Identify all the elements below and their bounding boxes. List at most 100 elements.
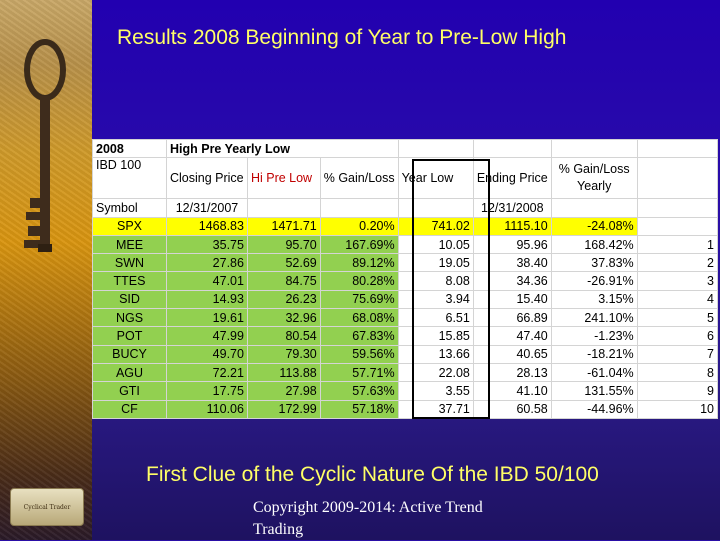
rank-cell: 4: [636, 289, 719, 310]
ending-price-cell: 1115.10: [472, 216, 552, 236]
hi-pre-low-cell: 27.98: [246, 381, 321, 401]
yearly-gain-cell: -44.96%: [550, 399, 638, 419]
ending-price-cell: 95.96: [472, 234, 552, 255]
table-row: POT 47.99 80.54 67.83% 15.85 47.40 -1.23% 6: [92, 326, 719, 346]
yearly-gain-cell: 241.10%: [550, 308, 638, 328]
hi-pre-low-cell: 1471.71: [246, 216, 321, 236]
year-low-cell: 6.51: [397, 308, 474, 328]
symbol-cell: BUCY: [92, 344, 167, 364]
empty-cell: [319, 198, 399, 218]
symbol-cell: CF: [92, 399, 167, 419]
empty-cell: [636, 198, 719, 218]
ending-price-cell: 66.89: [472, 308, 552, 328]
closing-price-cell: 1468.83: [165, 216, 248, 236]
closing-price-cell: 72.21: [165, 362, 248, 383]
ending-price-cell: 40.65: [472, 344, 552, 364]
year-low-cell: 3.94: [397, 289, 474, 310]
rank-cell: 2: [636, 253, 719, 273]
rank-cell: 3: [636, 271, 719, 291]
yearly-gain-cell: -1.23%: [550, 326, 638, 346]
rank-cell: 9: [636, 381, 719, 401]
slide-title: Results 2008 Beginning of Year to Pre-Lo…: [117, 26, 567, 49]
year-low-cell: 22.08: [397, 362, 474, 383]
ending-price-cell: 38.40: [472, 253, 552, 273]
year-low-cell: 8.08: [397, 271, 474, 291]
yearly-gain-cell: -24.08%: [550, 216, 638, 236]
yearly-gain-cell: -61.04%: [550, 362, 638, 383]
rank-cell: 10: [636, 399, 719, 419]
year-low-cell: 15.85: [397, 326, 474, 346]
table-row: AGU 72.21 113.88 57.71% 22.08 28.13 -61.04% 8: [92, 362, 719, 383]
symbol-cell: SPX: [92, 216, 167, 236]
closing-price-cell: 14.93: [165, 289, 248, 310]
gain-loss-cell: 80.28%: [319, 271, 399, 291]
ending-price-cell: 34.36: [472, 271, 552, 291]
gain-loss-cell: 75.69%: [319, 289, 399, 310]
yearly-gain-cell: -26.91%: [550, 271, 638, 291]
closing-price-cell: 17.75: [165, 381, 248, 401]
yearly-gain-cell: 131.55%: [550, 381, 638, 401]
gain-loss-cell: 57.63%: [319, 381, 399, 401]
empty-cell: [472, 138, 552, 159]
table-row: NGS 19.61 32.96 68.08% 6.51 66.89 241.10% 5: [92, 308, 719, 328]
header-gain-loss-yearly: % Gain/Loss Yearly: [550, 157, 638, 200]
hi-pre-low-cell: 26.23: [246, 289, 321, 310]
rank-cell: 8: [636, 362, 719, 383]
gain-loss-cell: 57.18%: [319, 399, 399, 419]
rank-cell: 1: [636, 234, 719, 255]
closing-price-cell: 19.61: [165, 308, 248, 328]
rank-cell: 5: [636, 308, 719, 328]
results-table: 2008 High Pre Yearly Low IBD 100 Closing…: [92, 138, 719, 419]
end-date: 12/31/2008: [472, 198, 552, 218]
ending-price-cell: 15.40: [472, 289, 552, 310]
rank-cell: [636, 216, 719, 236]
ending-price-cell: 60.58: [472, 399, 552, 419]
hi-pre-low-cell: 32.96: [246, 308, 321, 328]
empty-cell: [550, 138, 638, 159]
closing-price-cell: 35.75: [165, 234, 248, 255]
symbol-cell: TTES: [92, 271, 167, 291]
hi-pre-low-cell: 79.30: [246, 344, 321, 364]
empty-cell: [397, 138, 474, 159]
slide-subtitle: First Clue of the Cyclic Nature Of the I…: [146, 463, 599, 486]
hi-pre-low-cell: 172.99: [246, 399, 321, 419]
closing-price-cell: 49.70: [165, 344, 248, 364]
data-rows: SPX 1468.83 1471.71 0.20% 741.02 1115.10 -24.0…: [92, 216, 719, 419]
closing-price-cell: 47.99: [165, 326, 248, 346]
rank-cell: 6: [636, 326, 719, 346]
symbol-cell: SID: [92, 289, 167, 310]
gain-loss-cell: 167.69%: [319, 234, 399, 255]
yearly-gain-cell: 168.42%: [550, 234, 638, 255]
rank-cell: 7: [636, 344, 719, 364]
gain-loss-cell: 0.20%: [319, 216, 399, 236]
gain-loss-cell: 89.12%: [319, 253, 399, 273]
hi-pre-low-cell: 95.70: [246, 234, 321, 255]
table-row: GTI 17.75 27.98 57.63% 3.55 41.10 131.55% 9: [92, 381, 719, 401]
table-row: MEE 35.75 95.70 167.69% 10.05 95.96 168.42% 1: [92, 234, 719, 255]
table-row-year: 2008 High Pre Yearly Low: [92, 138, 719, 159]
empty-cell: [246, 198, 321, 218]
logo-text: Cyclical Trader: [23, 503, 71, 511]
period-header: High Pre Yearly Low: [165, 138, 399, 159]
symbol-cell: POT: [92, 326, 167, 346]
header-ending-price: Ending Price: [472, 157, 552, 200]
ending-price-cell: 41.10: [472, 381, 552, 401]
symbol-cell: MEE: [92, 234, 167, 255]
results-spreadsheet: 2008 High Pre Yearly Low IBD 100 Closing…: [92, 138, 719, 419]
yearly-gain-cell: 3.15%: [550, 289, 638, 310]
vintage-key-icon: [24, 39, 66, 252]
table-row: CF 110.06 172.99 57.18% 37.71 60.58 -44.96% 10: [92, 399, 719, 419]
header-closing-price: Closing Price: [165, 157, 248, 200]
closing-price-cell: 27.86: [165, 253, 248, 273]
header-symbol: Symbol: [92, 198, 167, 218]
copyright-notice: Copyright 2009-2014: Active Trend Tradin…: [253, 499, 483, 538]
yearly-gain-cell: -18.21%: [550, 344, 638, 364]
cyclical-trader-logo: Cyclical Trader: [10, 488, 84, 526]
table-row: SID 14.93 26.23 75.69% 3.94 15.40 3.15% 4: [92, 289, 719, 310]
gain-loss-cell: 57.71%: [319, 362, 399, 383]
hi-pre-low-cell: 113.88: [246, 362, 321, 383]
table-row: SWN 27.86 52.69 89.12% 19.05 38.40 37.83% 2: [92, 253, 719, 273]
ending-price-cell: 28.13: [472, 362, 552, 383]
table-row: SPX 1468.83 1471.71 0.20% 741.02 1115.10 -24.0…: [92, 216, 719, 236]
table-row-headers: IBD 100 Closing Price Hi Pre Low % Gain/…: [92, 157, 719, 200]
